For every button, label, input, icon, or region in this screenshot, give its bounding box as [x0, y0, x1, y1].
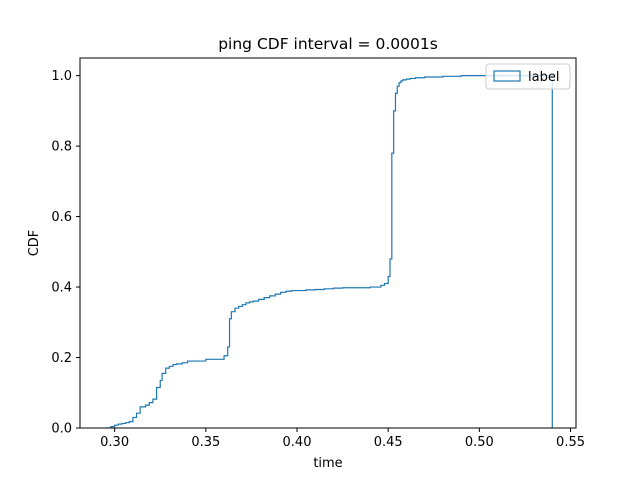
chart-title: ping CDF interval = 0.0001s — [218, 35, 438, 53]
x-axis-ticks: 0.30 0.35 0.40 0.45 0.50 0.55 — [100, 428, 585, 450]
x-tick-label: 0.35 — [191, 435, 220, 450]
legend-label: label — [528, 70, 559, 85]
cdf-step-line-0 — [105, 75, 553, 428]
x-tick-label: 0.40 — [283, 435, 312, 450]
y-axis-ticks: 0.0 0.2 0.4 0.6 0.8 1.0 — [51, 69, 80, 437]
x-tick-label: 0.30 — [100, 435, 129, 450]
y-tick-label: 0.2 — [51, 351, 72, 366]
axes-frame — [79, 57, 577, 429]
x-axis-label: time — [313, 456, 342, 471]
y-tick-label: 1.0 — [51, 69, 72, 84]
x-tick-label: 0.45 — [374, 435, 403, 450]
legend-box — [485, 63, 571, 90]
y-tick-label: 0.0 — [51, 422, 72, 437]
y-axis-label: CDF — [27, 230, 42, 257]
x-tick-label: 0.55 — [556, 435, 585, 450]
legend: label — [485, 63, 571, 90]
x-tick-label: 0.50 — [465, 435, 494, 450]
plot-area — [105, 75, 553, 428]
legend-swatch — [493, 70, 521, 82]
y-tick-label: 0.8 — [51, 140, 72, 155]
y-tick-label: 0.6 — [51, 210, 72, 225]
y-tick-label: 0.4 — [51, 281, 72, 296]
